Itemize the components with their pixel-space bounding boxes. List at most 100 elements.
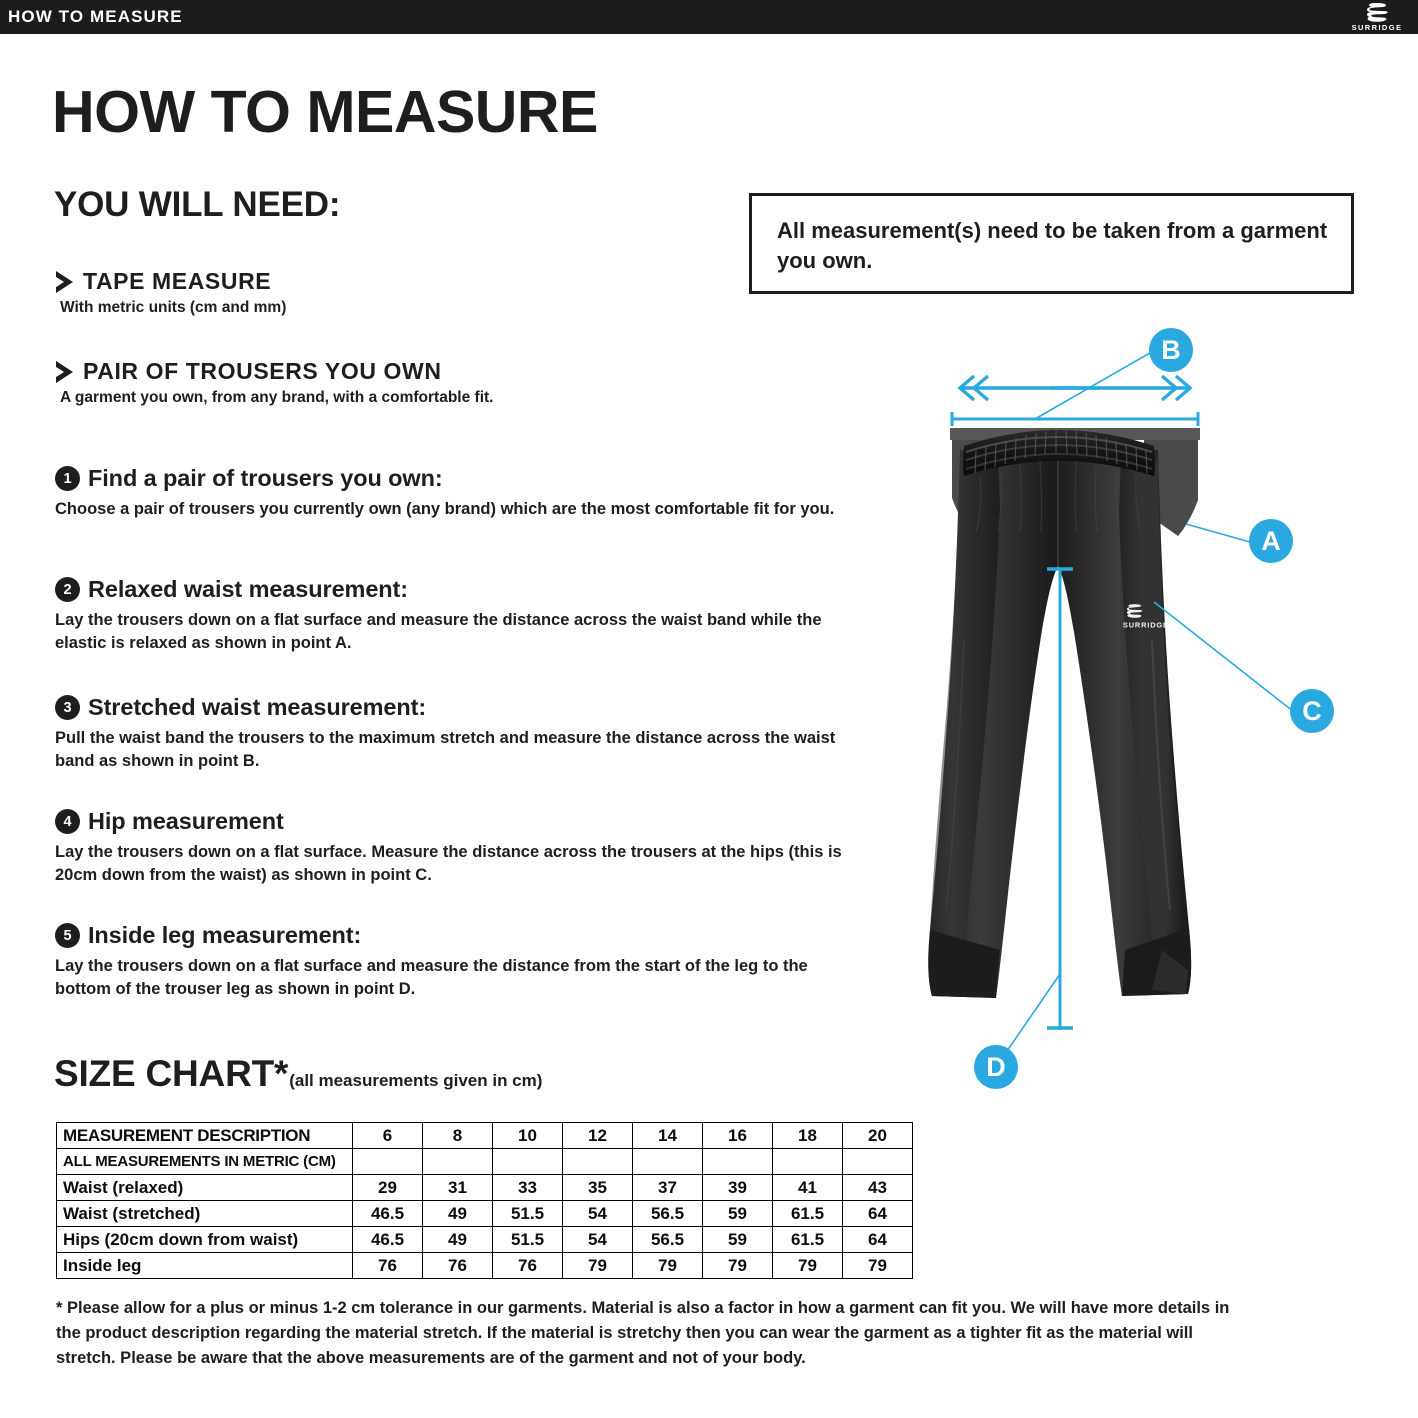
- empty-cell: [842, 1148, 913, 1175]
- you-will-need-heading: YOU WILL NEED:: [54, 185, 341, 224]
- top-bar-title: HOW TO MEASURE: [8, 7, 183, 26]
- size-header-8: 8: [422, 1122, 493, 1149]
- empty-cell: [632, 1148, 703, 1175]
- table-row: Waist (relaxed) 29 31 33 35 37 39 41 43: [56, 1174, 913, 1201]
- need-title: TAPE MEASURE: [83, 268, 272, 294]
- brand-logo: SURRIDGE: [1344, 2, 1410, 32]
- cell: 54: [562, 1200, 633, 1227]
- size-header-14: 14: [632, 1122, 703, 1149]
- size-chart-table: MEASUREMENT DESCRIPTION 6 8 10 12 14 16 …: [56, 1122, 913, 1279]
- cell: 51.5: [492, 1226, 563, 1253]
- cell: 64: [842, 1200, 913, 1227]
- size-header-12: 12: [562, 1122, 633, 1149]
- surridge-s-logo-icon: [1367, 2, 1388, 22]
- step-body: Choose a pair of trousers you currently …: [55, 500, 835, 518]
- svg-text:SURRIDGE: SURRIDGE: [1123, 620, 1169, 629]
- step-title: Stretched waist measurement:: [88, 694, 427, 720]
- size-chart-note: (all measurements given in cm): [289, 1071, 543, 1090]
- cell: 79: [772, 1252, 843, 1279]
- step-title: Hip measurement: [88, 808, 284, 834]
- cell: 76: [492, 1252, 563, 1279]
- cell: 59: [702, 1226, 773, 1253]
- step-title: Inside leg measurement:: [88, 922, 362, 948]
- step-2: 2 Relaxed waist measurement: Lay the tro…: [55, 576, 855, 656]
- metric-note-cell: ALL MEASUREMENTS IN METRIC (CM): [56, 1148, 353, 1175]
- step-body: Lay the trousers down on a flat surface.…: [55, 843, 842, 885]
- row-label: Hips (20cm down from waist): [56, 1226, 353, 1253]
- measurement-callout-box: All measurement(s) need to be taken from…: [749, 193, 1354, 294]
- cell: 41: [772, 1174, 843, 1201]
- cell: 79: [562, 1252, 633, 1279]
- cell: 43: [842, 1174, 913, 1201]
- cell: 76: [352, 1252, 423, 1279]
- row-label: Inside leg: [56, 1252, 353, 1279]
- cell: 46.5: [352, 1226, 423, 1253]
- table-row: Inside leg 76 76 76 79 79 79 79 79: [56, 1252, 913, 1279]
- step-number-badge: 3: [55, 695, 80, 720]
- cell: 37: [632, 1174, 703, 1201]
- size-header-20: 20: [842, 1122, 913, 1149]
- table-header-row: MEASUREMENT DESCRIPTION 6 8 10 12 14 16 …: [56, 1122, 913, 1149]
- trouser-measurement-diagram: SURRIDGE: [900, 310, 1370, 1100]
- cell: 79: [702, 1252, 773, 1279]
- brand-logo-text: SURRIDGE: [1351, 22, 1403, 32]
- cell: 76: [422, 1252, 493, 1279]
- cell: 79: [632, 1252, 703, 1279]
- step-body: Lay the trousers down on a flat surface …: [55, 611, 822, 653]
- table-row: Waist (stretched) 46.5 49 51.5 54 56.5 5…: [56, 1200, 913, 1227]
- step-5: 5 Inside leg measurement: Lay the trouse…: [55, 922, 855, 1002]
- empty-cell: [702, 1148, 773, 1175]
- cell: 56.5: [632, 1226, 703, 1253]
- cell: 61.5: [772, 1200, 843, 1227]
- cell: 51.5: [492, 1200, 563, 1227]
- step-title: Find a pair of trousers you own:: [88, 465, 443, 491]
- cell: 49: [422, 1226, 493, 1253]
- empty-cell: [772, 1148, 843, 1175]
- step-number-badge: 5: [55, 923, 80, 948]
- cell: 56.5: [632, 1200, 703, 1227]
- need-subtitle: A garment you own, from any brand, with …: [60, 389, 494, 406]
- cell: 39: [702, 1174, 773, 1201]
- size-header-18: 18: [772, 1122, 843, 1149]
- measurement-callout-text: All measurement(s) need to be taken from…: [777, 218, 1328, 274]
- cell: 61.5: [772, 1226, 843, 1253]
- step-body: Pull the waist band the trousers to the …: [55, 729, 836, 771]
- step-title: Relaxed waist measurement:: [88, 576, 409, 602]
- trousers-illustration-svg: SURRIDGE: [928, 349, 1295, 1068]
- top-bar: HOW TO MEASURE SURRIDGE: [0, 0, 1418, 34]
- triangle-bullet-icon: [53, 360, 73, 383]
- step-number-badge: 4: [55, 809, 80, 834]
- cell: 33: [492, 1174, 563, 1201]
- cell: 54: [562, 1226, 633, 1253]
- cell: 46.5: [352, 1200, 423, 1227]
- size-chart-footnote: * Please allow for a plus or minus 1-2 c…: [56, 1299, 1230, 1368]
- cell: 79: [842, 1252, 913, 1279]
- table-row: Hips (20cm down from waist) 46.5 49 51.5…: [56, 1226, 913, 1253]
- size-header-16: 16: [702, 1122, 773, 1149]
- need-title: PAIR OF TROUSERS YOU OWN: [83, 358, 442, 384]
- empty-cell: [492, 1148, 563, 1175]
- marker-b: B: [1149, 328, 1193, 372]
- cell: 35: [562, 1174, 633, 1201]
- step-1: 1 Find a pair of trousers you own: Choos…: [55, 465, 855, 521]
- cell: 59: [702, 1200, 773, 1227]
- size-header-10: 10: [492, 1122, 563, 1149]
- step-number-badge: 1: [55, 466, 80, 491]
- garment-surridge-logo-icon: SURRIDGE: [1123, 604, 1169, 629]
- cell: 64: [842, 1226, 913, 1253]
- row-label: Waist (stretched): [56, 1200, 353, 1227]
- empty-cell: [422, 1148, 493, 1175]
- marker-a: A: [1249, 519, 1293, 563]
- need-item-trousers: PAIR OF TROUSERS YOU OWN A garment you o…: [53, 358, 494, 407]
- measurement-description-header: MEASUREMENT DESCRIPTION: [56, 1122, 353, 1149]
- table-row: ALL MEASUREMENTS IN METRIC (CM): [56, 1148, 913, 1175]
- marker-d: D: [974, 1045, 1018, 1089]
- step-number-badge: 2: [55, 577, 80, 602]
- row-label: Waist (relaxed): [56, 1174, 353, 1201]
- marker-c: C: [1290, 689, 1334, 733]
- cell: 29: [352, 1174, 423, 1201]
- page-title: HOW TO MEASURE: [52, 79, 598, 145]
- need-item-tape-measure: TAPE MEASURE With metric units (cm and m…: [53, 268, 286, 317]
- step-body: Lay the trousers down on a flat surface …: [55, 957, 808, 999]
